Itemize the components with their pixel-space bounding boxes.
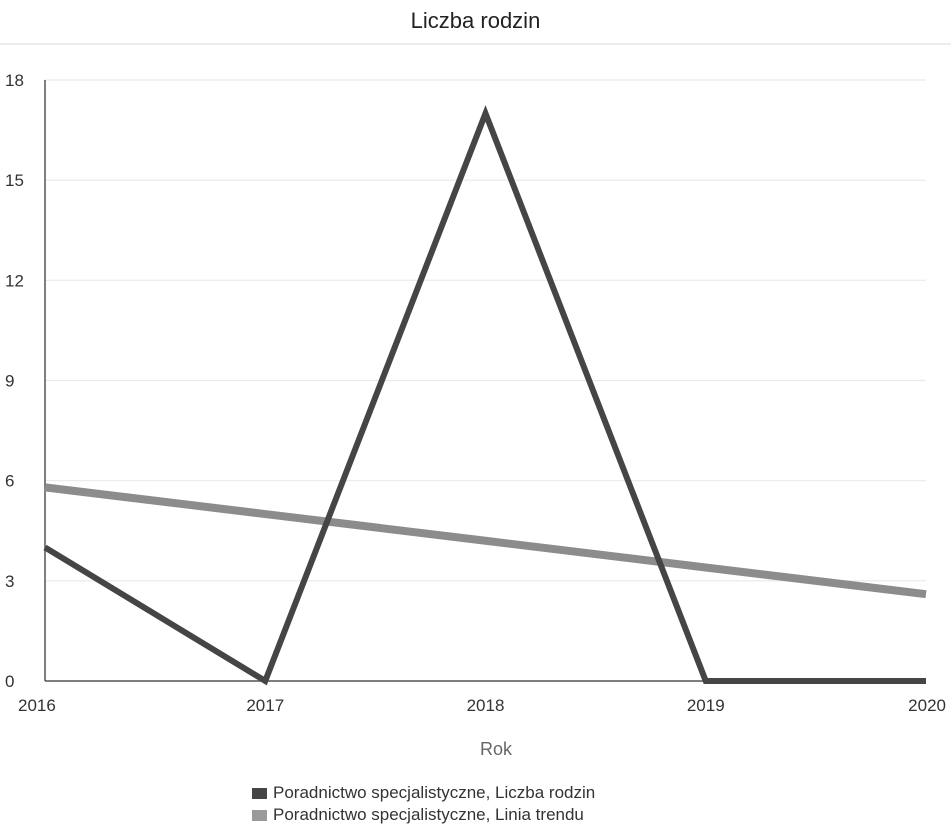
y-tick-label-12: 12 <box>5 271 24 290</box>
series-line-1 <box>44 483 927 599</box>
y-tick-label-3: 3 <box>5 572 14 591</box>
legend-label-linia-trendu: Poradnictwo specjalistyczne, Linia trend… <box>273 805 584 824</box>
series-lines <box>43 105 927 686</box>
y-tick-label-18: 18 <box>5 71 24 90</box>
y-tick-label-0: 0 <box>5 672 14 691</box>
series-line-0 <box>43 105 926 686</box>
legend-swatch-linia-trendu <box>252 809 267 821</box>
x-tick-label-2019: 2019 <box>687 696 725 715</box>
x-tick-label-2020: 2020 <box>908 696 946 715</box>
line-chart: 0 3 6 9 12 15 18 2016 2017 2018 2019 2020 Rok <box>0 43 951 759</box>
legend: Poradnictwo specjalistyczne, Liczba rodz… <box>252 782 595 826</box>
y-tick-label-6: 6 <box>5 472 14 491</box>
legend-item-linia-trendu: Poradnictwo specjalistyczne, Linia trend… <box>252 804 595 826</box>
x-axis-title: Rok <box>480 739 513 759</box>
y-tick-label-9: 9 <box>5 372 14 391</box>
legend-swatch-liczba-rodzin <box>252 787 267 799</box>
tick-labels: 0 3 6 9 12 15 18 2016 2017 2018 2019 2020 <box>5 71 946 715</box>
x-tick-label-2018: 2018 <box>467 696 505 715</box>
chart-title: Liczba rodzin <box>410 8 541 33</box>
gridlines <box>45 79 926 582</box>
legend-item-liczba-rodzin: Poradnictwo specjalistyczne, Liczba rodz… <box>252 782 595 804</box>
x-tick-label-2016: 2016 <box>18 696 56 715</box>
x-tick-label-2017: 2017 <box>246 696 284 715</box>
legend-label-liczba-rodzin: Poradnictwo specjalistyczne, Liczba rodz… <box>273 783 596 802</box>
y-tick-label-15: 15 <box>5 171 24 190</box>
